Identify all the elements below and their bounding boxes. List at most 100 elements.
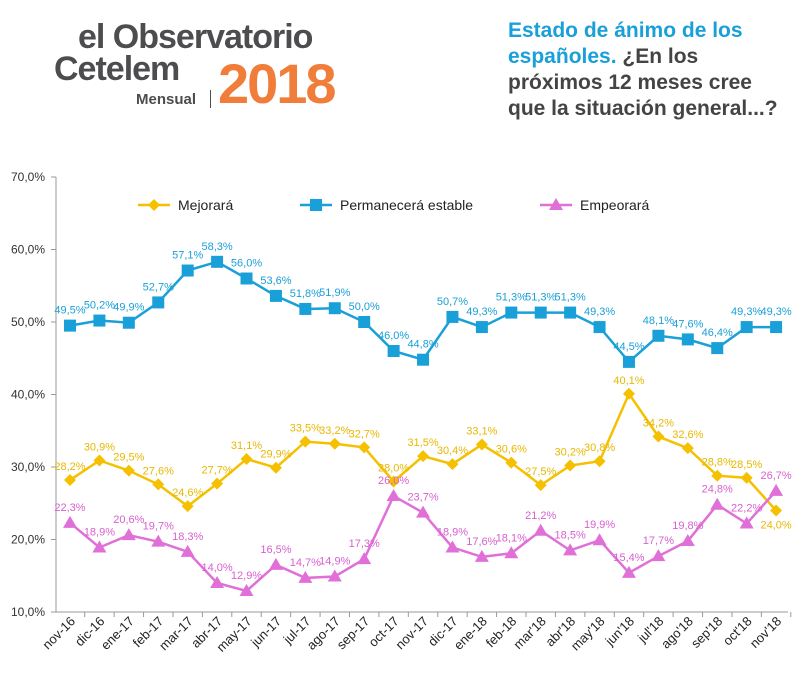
x-tick-label: ago-17 (304, 614, 343, 653)
data-label: 28,5% (731, 459, 762, 471)
data-label: 18,5% (555, 529, 586, 541)
data-point (652, 430, 665, 443)
data-point (592, 533, 607, 546)
data-point (387, 475, 400, 488)
data-label: 12,9% (231, 570, 262, 582)
x-tick-label: nov'18 (747, 614, 784, 651)
data-label: 30,8% (584, 442, 615, 454)
data-point (181, 500, 194, 513)
legend-marker (310, 199, 322, 211)
data-point (417, 353, 430, 366)
data-label: 30,2% (555, 447, 586, 459)
data-point (357, 552, 372, 565)
data-point (299, 302, 312, 315)
logo-line-1: el Observatorio (78, 18, 313, 56)
data-point (328, 437, 341, 450)
logo-line-3: Mensual (136, 91, 197, 108)
data-point (711, 469, 724, 482)
data-label: 50,7% (437, 296, 468, 308)
data-label: 24,6% (172, 487, 203, 499)
data-point (474, 549, 489, 562)
data-label: 40,1% (613, 375, 644, 387)
data-label: 49,3% (584, 306, 615, 318)
data-label: 22,3% (54, 502, 85, 514)
y-tick-label: 60,0% (11, 243, 45, 257)
data-point (446, 458, 459, 471)
y-tick-label: 30,0% (11, 460, 45, 474)
data-point (269, 461, 282, 474)
data-label: 18,1% (496, 532, 527, 544)
data-label: 51,8% (290, 288, 321, 300)
x-tick-label: sep-17 (334, 614, 373, 653)
x-tick-label: jun-17 (247, 614, 284, 651)
y-tick-label: 70,0% (11, 170, 45, 184)
data-label: 22,2% (731, 503, 762, 515)
x-tick-label: nov-16 (39, 614, 78, 653)
data-point (564, 459, 577, 472)
data-label: 30,4% (437, 445, 468, 457)
data-point (710, 497, 725, 510)
data-label: 51,3% (496, 292, 527, 304)
data-point (358, 441, 371, 454)
data-label: 19,8% (672, 520, 703, 532)
data-label: 29,5% (113, 452, 144, 464)
data-label: 14,0% (201, 562, 232, 574)
data-label: 28,2% (54, 461, 85, 473)
data-point (534, 306, 547, 319)
data-point (63, 515, 77, 528)
data-point (534, 479, 547, 492)
data-label: 51,9% (319, 287, 350, 299)
data-point (299, 435, 312, 448)
data-label: 28,8% (702, 457, 733, 469)
data-point (563, 543, 578, 556)
data-point (239, 583, 254, 596)
data-point (92, 540, 107, 553)
data-point (211, 477, 224, 490)
data-point (770, 321, 783, 334)
logo-line-2: Cetelem (54, 50, 180, 88)
data-point (64, 474, 76, 487)
data-label: 33,2% (319, 425, 350, 437)
data-point (268, 557, 283, 570)
data-point (652, 329, 665, 342)
data-point (211, 255, 224, 268)
y-tick-label: 10,0% (11, 605, 45, 619)
data-point (680, 533, 695, 546)
data-point (327, 569, 342, 582)
y-tick-label: 50,0% (11, 315, 45, 329)
data-label: 23,7% (407, 492, 438, 504)
chart-title: Estado de ánimo de los españoles. ¿En lo… (508, 18, 793, 122)
data-point (180, 544, 195, 557)
data-label: 19,7% (143, 521, 174, 533)
data-label: 31,1% (231, 440, 262, 452)
data-label: 20,6% (113, 514, 144, 526)
data-label: 46,4% (702, 327, 733, 339)
data-label: 17,7% (643, 535, 674, 547)
data-label: 58,3% (201, 241, 232, 253)
legend-marker (549, 198, 563, 210)
data-label: 44,8% (407, 339, 438, 351)
x-tick-label: sep'18 (688, 614, 725, 651)
data-point (445, 540, 460, 553)
data-label: 27,5% (525, 466, 556, 478)
x-tick-label: mar'18 (510, 614, 548, 652)
data-point (152, 478, 165, 491)
data-label: 21,2% (525, 510, 556, 522)
data-point (564, 306, 577, 319)
data-point (740, 321, 753, 334)
data-label: 28,0% (378, 463, 409, 475)
logo-separator (210, 90, 211, 108)
data-label: 27,7% (201, 465, 232, 477)
data-point (152, 296, 165, 309)
data-label: 49,3% (760, 306, 791, 318)
data-point (387, 345, 400, 357)
data-label: 15,4% (613, 552, 644, 564)
data-point (593, 321, 606, 334)
data-label: 26,7% (760, 470, 791, 482)
data-point (269, 289, 282, 302)
data-point (769, 483, 784, 496)
data-label: 51,3% (555, 292, 586, 304)
data-label: 49,3% (466, 306, 497, 318)
data-point (622, 355, 635, 368)
data-point (121, 528, 136, 541)
